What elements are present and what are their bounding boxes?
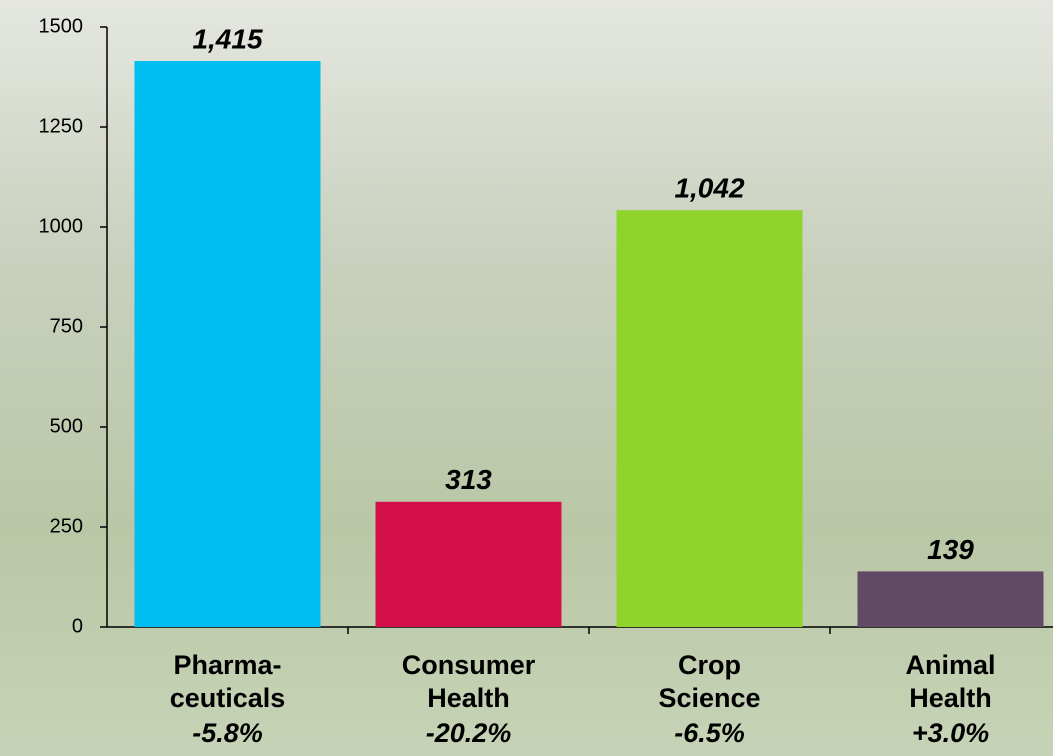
value-label: 1,042 [674,173,744,204]
y-tick-label: 250 [50,515,83,537]
bar [375,501,562,627]
bar [616,210,803,627]
x-tick-label: Science [658,683,760,713]
change-label: +3.0% [912,718,989,748]
x-tick-label: Animal [905,650,995,680]
x-tick-label: Pharma- [173,650,281,680]
y-tick-label: 750 [50,315,83,337]
plot: 0 250 500 750 1000 1250 1500 Pharma-ceuticals -5… [39,15,1053,748]
value-label: 1,415 [192,23,262,54]
y-tick-label: 1250 [39,115,84,137]
change-label: -6.5% [674,718,745,748]
x-tick-label: Crop [678,650,741,680]
x-tick-label: ceuticals [170,683,286,713]
y-tick-label: 1500 [39,15,84,37]
y-tick-label: 0 [72,615,83,637]
change-label: -20.2% [426,718,512,748]
y-tick-label: 1000 [39,215,84,237]
change-label: -5.8% [192,718,263,748]
x-tick-label: Health [427,683,510,713]
value-label: 139 [927,534,974,565]
x-tick-label: Health [909,683,992,713]
bar [134,61,321,627]
y-tick-label: 500 [50,415,83,437]
bar [857,571,1044,627]
x-tick-label: Consumer [402,650,536,680]
value-label: 313 [445,464,492,495]
